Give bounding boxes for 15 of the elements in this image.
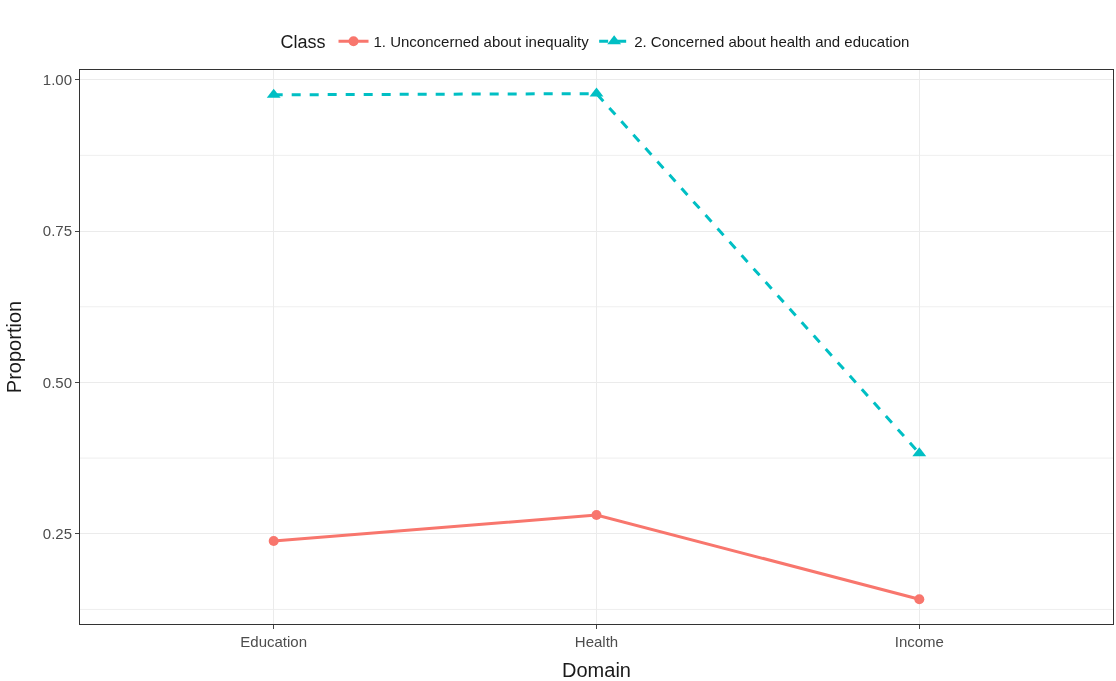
x-tick-label: Income xyxy=(894,633,944,650)
legend-label: 1. Unconcerned about inequality xyxy=(373,33,590,51)
y-tick-label: 0.50 xyxy=(42,373,72,391)
y-tick-label: 0.25 xyxy=(42,525,72,543)
point xyxy=(591,510,602,521)
x-tick-label: Health xyxy=(574,633,619,650)
point xyxy=(914,594,925,605)
y-axis-title: Proportion xyxy=(3,300,26,394)
y-tick-label: 1.00 xyxy=(42,70,72,88)
legend-title: Class xyxy=(280,32,326,53)
point xyxy=(268,536,279,547)
x-axis-title: Domain xyxy=(562,659,631,681)
legend-label: 2. Concerned about health and education xyxy=(634,33,910,51)
y-tick-label: 0.75 xyxy=(42,222,72,240)
x-tick-label: Education xyxy=(240,633,308,650)
